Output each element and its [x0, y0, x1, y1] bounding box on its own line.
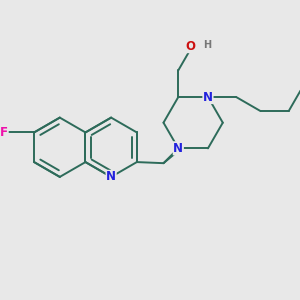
Text: N: N: [203, 91, 213, 103]
Text: F: F: [0, 126, 8, 139]
Text: O: O: [186, 40, 196, 52]
Text: H: H: [203, 40, 211, 50]
Text: N: N: [106, 170, 116, 183]
Text: N: N: [173, 142, 183, 155]
